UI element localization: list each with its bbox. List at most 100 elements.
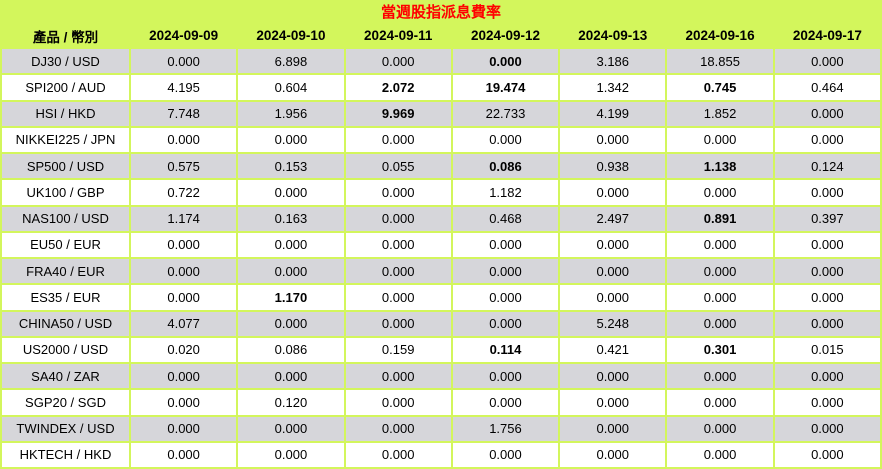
value-cell: 3.186 xyxy=(558,46,668,76)
value-cell: 0.000 xyxy=(343,256,453,286)
value-cell: 0.000 xyxy=(128,440,239,469)
value-cell: 0.000 xyxy=(772,388,882,417)
product-cell: SP500 / USD xyxy=(0,151,131,181)
value-cell: 0.891 xyxy=(665,204,775,233)
value-cell: 0.000 xyxy=(772,125,882,155)
table-row: EU50 / EUR 0.000 0.000 0.000 0.000 0.000 0.000… xyxy=(0,230,882,260)
value-cell: 0.000 xyxy=(450,256,561,286)
value-cell: 0.000 xyxy=(236,309,346,338)
value-cell: 1.756 xyxy=(450,414,561,443)
value-cell: 0.000 xyxy=(450,440,561,469)
value-cell: 9.969 xyxy=(343,99,453,128)
product-cell: CHINA50 / USD xyxy=(0,309,131,338)
value-cell: 1.852 xyxy=(665,99,775,128)
table-row: ES35 / EUR 0.000 1.170 0.000 0.000 0.000 0.000… xyxy=(0,283,882,312)
value-cell: 1.138 xyxy=(665,151,775,181)
header-row: 產品 / 幣別 2024-09-09 2024-09-10 2024-09-11… xyxy=(0,22,882,49)
value-cell: 0.015 xyxy=(772,335,882,365)
value-cell: 0.000 xyxy=(343,46,453,76)
table-row: SGP20 / SGD 0.000 0.120 0.000 0.000 0.000 0.00… xyxy=(0,388,882,417)
value-cell: 0.000 xyxy=(558,125,668,155)
value-cell: 0.000 xyxy=(665,125,775,155)
value-cell: 0.000 xyxy=(665,230,775,260)
value-cell: 0.000 xyxy=(236,256,346,286)
value-cell: 0.124 xyxy=(772,151,882,181)
value-cell: 0.000 xyxy=(772,283,882,312)
column-header-date: 2024-09-13 xyxy=(558,22,668,49)
table-row: UK100 / GBP 0.722 0.000 0.000 1.182 0.000 0.00… xyxy=(0,178,882,207)
value-cell: 0.000 xyxy=(558,361,668,391)
value-cell: 1.956 xyxy=(236,99,346,128)
value-cell: 0.000 xyxy=(450,46,561,76)
value-cell: 1.174 xyxy=(128,204,239,233)
table-row: DJ30 / USD 0.000 6.898 0.000 0.000 3.186 18.85… xyxy=(0,46,882,76)
value-cell: 0.000 xyxy=(450,388,561,417)
value-cell: 0.055 xyxy=(343,151,453,181)
value-cell: 0.000 xyxy=(343,414,453,443)
value-cell: 0.000 xyxy=(450,309,561,338)
table-row: SPI200 / AUD 4.195 0.604 2.072 19.474 1.342 0.… xyxy=(0,73,882,102)
table-row: CHINA50 / USD 4.077 0.000 0.000 0.000 5.248 0.… xyxy=(0,309,882,338)
value-cell: 0.000 xyxy=(558,230,668,260)
value-cell: 0.000 xyxy=(772,414,882,443)
value-cell: 0.575 xyxy=(128,151,239,181)
value-cell: 0.000 xyxy=(450,283,561,312)
value-cell: 0.000 xyxy=(128,230,239,260)
value-cell: 0.000 xyxy=(558,440,668,469)
value-cell: 0.020 xyxy=(128,335,239,365)
value-cell: 0.000 xyxy=(665,178,775,207)
value-cell: 0.722 xyxy=(128,178,239,207)
product-cell: HKTECH / HKD xyxy=(0,440,131,469)
value-cell: 0.000 xyxy=(236,440,346,469)
value-cell: 0.000 xyxy=(236,178,346,207)
value-cell: 0.000 xyxy=(128,388,239,417)
page-title: 當週股指派息費率 xyxy=(1,0,881,23)
value-cell: 0.000 xyxy=(772,309,882,338)
value-cell: 0.000 xyxy=(665,414,775,443)
value-cell: 0.000 xyxy=(665,309,775,338)
table-row: NAS100 / USD 1.174 0.163 0.000 0.468 2.497 0.8… xyxy=(0,204,882,233)
value-cell: 0.464 xyxy=(772,73,882,102)
value-cell: 0.000 xyxy=(772,99,882,128)
column-header-date: 2024-09-11 xyxy=(343,22,453,49)
product-cell: DJ30 / USD xyxy=(0,46,131,76)
value-cell: 1.170 xyxy=(236,283,346,312)
value-cell: 0.000 xyxy=(343,361,453,391)
value-cell: 18.855 xyxy=(665,46,775,76)
product-cell: HSI / HKD xyxy=(0,99,131,128)
value-cell: 0.000 xyxy=(772,440,882,469)
value-cell: 4.077 xyxy=(128,309,239,338)
value-cell: 0.745 xyxy=(665,73,775,102)
value-cell: 0.000 xyxy=(343,125,453,155)
product-cell: EU50 / EUR xyxy=(0,230,131,260)
value-cell: 0.000 xyxy=(450,125,561,155)
value-cell: 0.000 xyxy=(665,388,775,417)
product-cell: SPI200 / AUD xyxy=(0,73,131,102)
value-cell: 4.199 xyxy=(558,99,668,128)
value-cell: 22.733 xyxy=(450,99,561,128)
value-cell: 0.301 xyxy=(665,335,775,365)
product-cell: ES35 / EUR xyxy=(0,283,131,312)
value-cell: 0.000 xyxy=(665,440,775,469)
value-cell: 0.938 xyxy=(558,151,668,181)
value-cell: 0.163 xyxy=(236,204,346,233)
value-cell: 0.000 xyxy=(343,178,453,207)
value-cell: 0.000 xyxy=(128,125,239,155)
value-cell: 0.000 xyxy=(665,283,775,312)
value-cell: 0.000 xyxy=(128,256,239,286)
value-cell: 0.000 xyxy=(236,125,346,155)
product-cell: SGP20 / SGD xyxy=(0,388,131,417)
column-header-date: 2024-09-17 xyxy=(772,22,882,49)
table-row: US2000 / USD 0.020 0.086 0.159 0.114 0.421 0.3… xyxy=(0,335,882,365)
value-cell: 4.195 xyxy=(128,73,239,102)
value-cell: 0.000 xyxy=(558,388,668,417)
value-cell: 0.000 xyxy=(236,414,346,443)
value-cell: 0.000 xyxy=(128,361,239,391)
value-cell: 0.000 xyxy=(665,361,775,391)
value-cell: 2.072 xyxy=(343,73,453,102)
product-cell: TWINDEX / USD xyxy=(0,414,131,443)
value-cell: 0.000 xyxy=(343,230,453,260)
title-row: 當週股指派息費率 xyxy=(1,0,881,23)
table-row: SA40 / ZAR 0.000 0.000 0.000 0.000 0.000 0.000… xyxy=(0,361,882,391)
